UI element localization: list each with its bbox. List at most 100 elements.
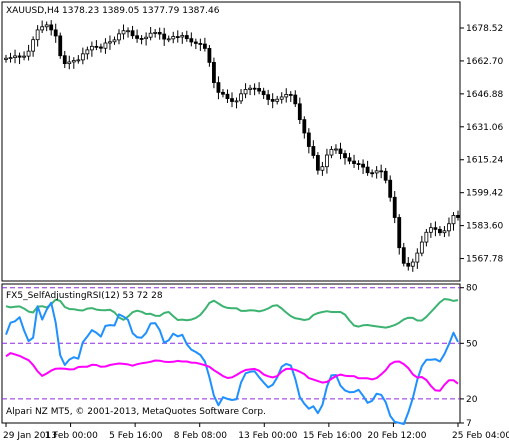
candle-body [85, 49, 90, 55]
candle-body [8, 57, 13, 59]
candle-body [270, 99, 275, 102]
time-tick-label: 15 Feb 16:00 [303, 431, 362, 441]
price-tick-label: 1599.42 [466, 189, 503, 199]
candle-body [89, 45, 94, 51]
candle-body [370, 172, 375, 175]
ohlc-readout: 1378.23 1389.05 1377.79 1387.46 [62, 6, 220, 16]
price-tick-label: 1678.52 [466, 24, 503, 34]
candle-body [193, 41, 198, 44]
rsi-lower-line [5, 352, 459, 392]
candle-body [58, 35, 63, 57]
candle-body [35, 29, 40, 41]
time-tick-label: 20 Feb 12:00 [367, 431, 426, 441]
candle-body [410, 261, 415, 267]
candle-body [261, 90, 266, 96]
candle-body [130, 30, 135, 37]
candle-body [334, 148, 338, 151]
time-tick-label: 5 Feb 16:00 [109, 431, 163, 441]
candle-body [401, 247, 406, 264]
candle-body [356, 163, 361, 165]
candle-body [297, 103, 302, 121]
candle-body [67, 61, 72, 65]
candle-body [80, 53, 85, 61]
price-tick-label: 1567.78 [466, 255, 503, 265]
candle-body [207, 48, 212, 63]
candle-body [94, 45, 99, 48]
price-tick-label: 1583.60 [466, 222, 503, 232]
candle-body [216, 82, 221, 93]
candle-body [383, 170, 388, 181]
main-chart-frame [1, 1, 461, 282]
candle-body [148, 32, 153, 38]
indicator-tick-label: 7 [466, 419, 472, 429]
candle-body [99, 46, 103, 49]
candle-body [62, 55, 67, 65]
symbol-title: XAUUSD,H4 [6, 6, 60, 16]
candle-body [17, 55, 22, 58]
candle-body [53, 29, 58, 37]
candle-body [239, 93, 243, 102]
candle-body [108, 41, 112, 44]
candle-body [424, 231, 429, 243]
candle-body [415, 252, 420, 263]
candle-body [126, 30, 130, 33]
candle-body [157, 31, 162, 35]
time-tick-label: 13 Feb 00:00 [238, 431, 297, 441]
candle-body [365, 166, 370, 174]
candle-body [162, 33, 167, 40]
candle-body [202, 43, 207, 49]
candle-body [117, 33, 121, 41]
candle-body [139, 38, 144, 40]
candle-body [329, 149, 334, 156]
candle-body [302, 119, 307, 134]
time-tick-label: 8 Feb 08:00 [174, 431, 228, 441]
candle-body [397, 217, 402, 249]
candle-body [451, 215, 456, 225]
candle-body [257, 88, 262, 92]
candle-body [338, 148, 343, 154]
candle-body [428, 227, 433, 233]
candle-body [4, 57, 8, 60]
indicator-lines[interactable] [5, 298, 459, 426]
candle-body [379, 170, 384, 173]
indicator-tick-label: 80 [466, 284, 478, 294]
candle-body [361, 163, 365, 168]
rsi-upper-line [5, 298, 459, 329]
candle-body [40, 26, 45, 31]
candle-body [248, 87, 252, 90]
candle-body [392, 196, 397, 218]
candle-body [234, 100, 239, 103]
candle-body [175, 36, 180, 38]
candle-body [26, 50, 31, 57]
candle-body [347, 157, 352, 162]
time-tick-label: 25 Feb 04:00 [452, 431, 509, 441]
price-candles[interactable] [4, 20, 460, 272]
price-tick-label: 1631.06 [466, 123, 503, 133]
candle-body [306, 132, 311, 147]
candle-body [438, 228, 442, 234]
indicator-title: FX5_SelfAdjustingRSI(12) 53 72 28 [6, 291, 163, 301]
indicator-tick-label: 20 [466, 395, 478, 405]
indicator-axis: 80 50 20 7 [460, 284, 478, 429]
time-tick-label: 29 Jan 2013 [3, 431, 57, 441]
candle-body [44, 24, 49, 28]
candle-body [76, 59, 81, 62]
candle-body [447, 223, 451, 232]
candle-body [189, 38, 194, 43]
candle-body [212, 61, 216, 83]
candle-body [230, 98, 234, 102]
candle-body [288, 94, 293, 96]
candle-body [352, 160, 356, 164]
candle-body [135, 35, 139, 39]
candle-body [456, 215, 460, 218]
candle-body [153, 31, 158, 34]
candle-body [180, 35, 185, 38]
candle-body [121, 30, 126, 35]
candle-body [243, 89, 248, 95]
candle-body [279, 96, 284, 100]
candle-body [221, 91, 225, 95]
rsi-main-line [5, 301, 459, 426]
candle-body [225, 93, 230, 100]
candle-body [388, 179, 393, 198]
